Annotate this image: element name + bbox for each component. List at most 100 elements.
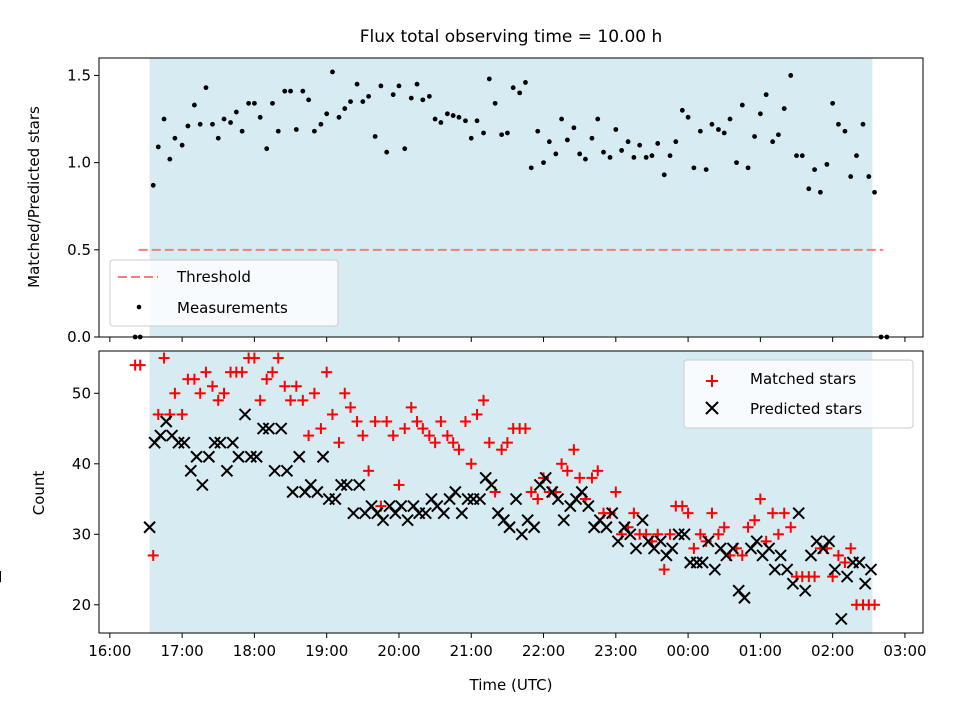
measurement-point <box>426 93 432 99</box>
measurement-point <box>463 118 468 124</box>
legend-matched-label: Matched stars <box>750 370 856 388</box>
measurement-point <box>185 123 191 129</box>
matched-star-point <box>465 458 477 470</box>
measurement-point <box>589 135 595 141</box>
matched-star-point <box>248 352 260 364</box>
measurement-point <box>150 182 156 188</box>
matched-star-point <box>525 486 537 498</box>
legend-predicted-label: Predicted stars <box>750 400 862 418</box>
predicted-star-point <box>750 535 763 548</box>
measurement-point <box>270 100 275 106</box>
matched-star-point <box>423 430 435 442</box>
measurement-point <box>517 90 523 96</box>
measurement-point <box>161 116 167 122</box>
measurement-point <box>812 167 817 173</box>
top-axes-frame <box>98 57 924 338</box>
matched-star-point <box>658 564 670 576</box>
matched-star-point <box>749 514 761 526</box>
matched-star-point <box>357 430 369 442</box>
predicted-star-point <box>828 563 842 576</box>
measurement-point <box>384 149 390 155</box>
matched-star-point <box>261 373 273 385</box>
y-tick-label: 0.0 <box>67 328 91 346</box>
predicted-star-point <box>455 506 469 520</box>
predicted-star-point <box>220 464 234 478</box>
predicted-star-point <box>605 506 619 520</box>
predicted-star-point <box>311 485 324 499</box>
matched-star-point <box>700 535 712 547</box>
measurement-point <box>541 160 546 166</box>
top-legend-box <box>109 259 339 327</box>
matched-star-point <box>785 521 797 533</box>
predicted-star-point <box>678 528 691 541</box>
measurement-point <box>817 189 823 195</box>
matched-star-point <box>556 458 568 470</box>
x-tick-label: 21:00 <box>450 642 493 660</box>
predicted-star-point <box>551 492 565 506</box>
measurement-point <box>155 144 161 150</box>
predicted-star-point <box>672 528 685 541</box>
predicted-star-point <box>624 528 637 541</box>
measurement-point <box>546 139 552 145</box>
predicted-star-point <box>232 450 245 463</box>
predicted-star-point <box>160 415 173 428</box>
matched-star-point <box>568 444 580 456</box>
predicted-star-point <box>280 464 294 478</box>
predicted-star-points <box>0 408 878 626</box>
measurement-point <box>481 130 486 136</box>
measurement-point <box>685 114 691 120</box>
measurement-point <box>727 116 733 122</box>
y-tick-label: 20 <box>72 596 91 614</box>
matched-star-point <box>206 380 218 392</box>
predicted-star-point <box>238 408 252 421</box>
matched-star-point <box>158 352 170 364</box>
matched-star-point <box>297 394 309 406</box>
matched-star-point <box>501 437 513 449</box>
matched-star-point <box>176 408 188 420</box>
predicted-star-point <box>636 513 649 527</box>
bottom-y-ticks: 20 30 40 50 <box>72 384 99 614</box>
matched-star-point <box>767 507 779 519</box>
flux-ratio-panel: 0.0 0.5 1.0 1.5 Flux total observing time =… <box>25 27 924 346</box>
matched-star-point <box>218 387 230 399</box>
matched-star-point <box>664 528 676 540</box>
matched-star-point <box>471 408 483 420</box>
legend-measurements-marker <box>136 304 142 310</box>
measurement-point <box>691 165 697 171</box>
predicted-star-point <box>286 485 299 499</box>
predicted-star-point <box>575 485 589 499</box>
measurement-point <box>673 139 679 145</box>
predicted-star-point <box>274 422 288 435</box>
predicted-star-point <box>557 513 570 527</box>
predicted-star-point <box>708 563 722 576</box>
measurement-point <box>414 81 420 87</box>
matched-star-point <box>188 373 200 385</box>
predicted-star-point <box>485 478 498 492</box>
predicted-star-point <box>256 422 270 435</box>
matched-star-point <box>694 528 706 540</box>
legend-matched-marker <box>706 375 718 387</box>
matched-star-point <box>254 394 266 406</box>
measurement-point <box>763 92 769 98</box>
predicted-star-point <box>822 535 836 548</box>
matched-star-point <box>321 366 333 378</box>
measurement-point <box>246 100 252 106</box>
bottom-legend-box <box>683 359 914 429</box>
predicted-star-point <box>798 584 812 597</box>
measurement-point <box>252 100 257 106</box>
predicted-star-point <box>509 492 523 506</box>
measurement-point <box>330 69 335 75</box>
matched-star-point <box>682 507 694 519</box>
measurement-point <box>788 73 794 78</box>
predicted-star-point <box>178 436 191 449</box>
measurement-point <box>282 88 288 94</box>
matched-star-point <box>326 408 338 420</box>
measurement-point <box>444 111 450 117</box>
matched-star-point <box>869 599 881 611</box>
matched-star-point <box>574 472 586 484</box>
measurement-point <box>499 132 505 138</box>
measurement-point <box>239 128 245 134</box>
measurement-point <box>257 114 263 120</box>
top-legend: Threshold Measurements <box>109 259 339 327</box>
measurement-point <box>752 134 757 139</box>
